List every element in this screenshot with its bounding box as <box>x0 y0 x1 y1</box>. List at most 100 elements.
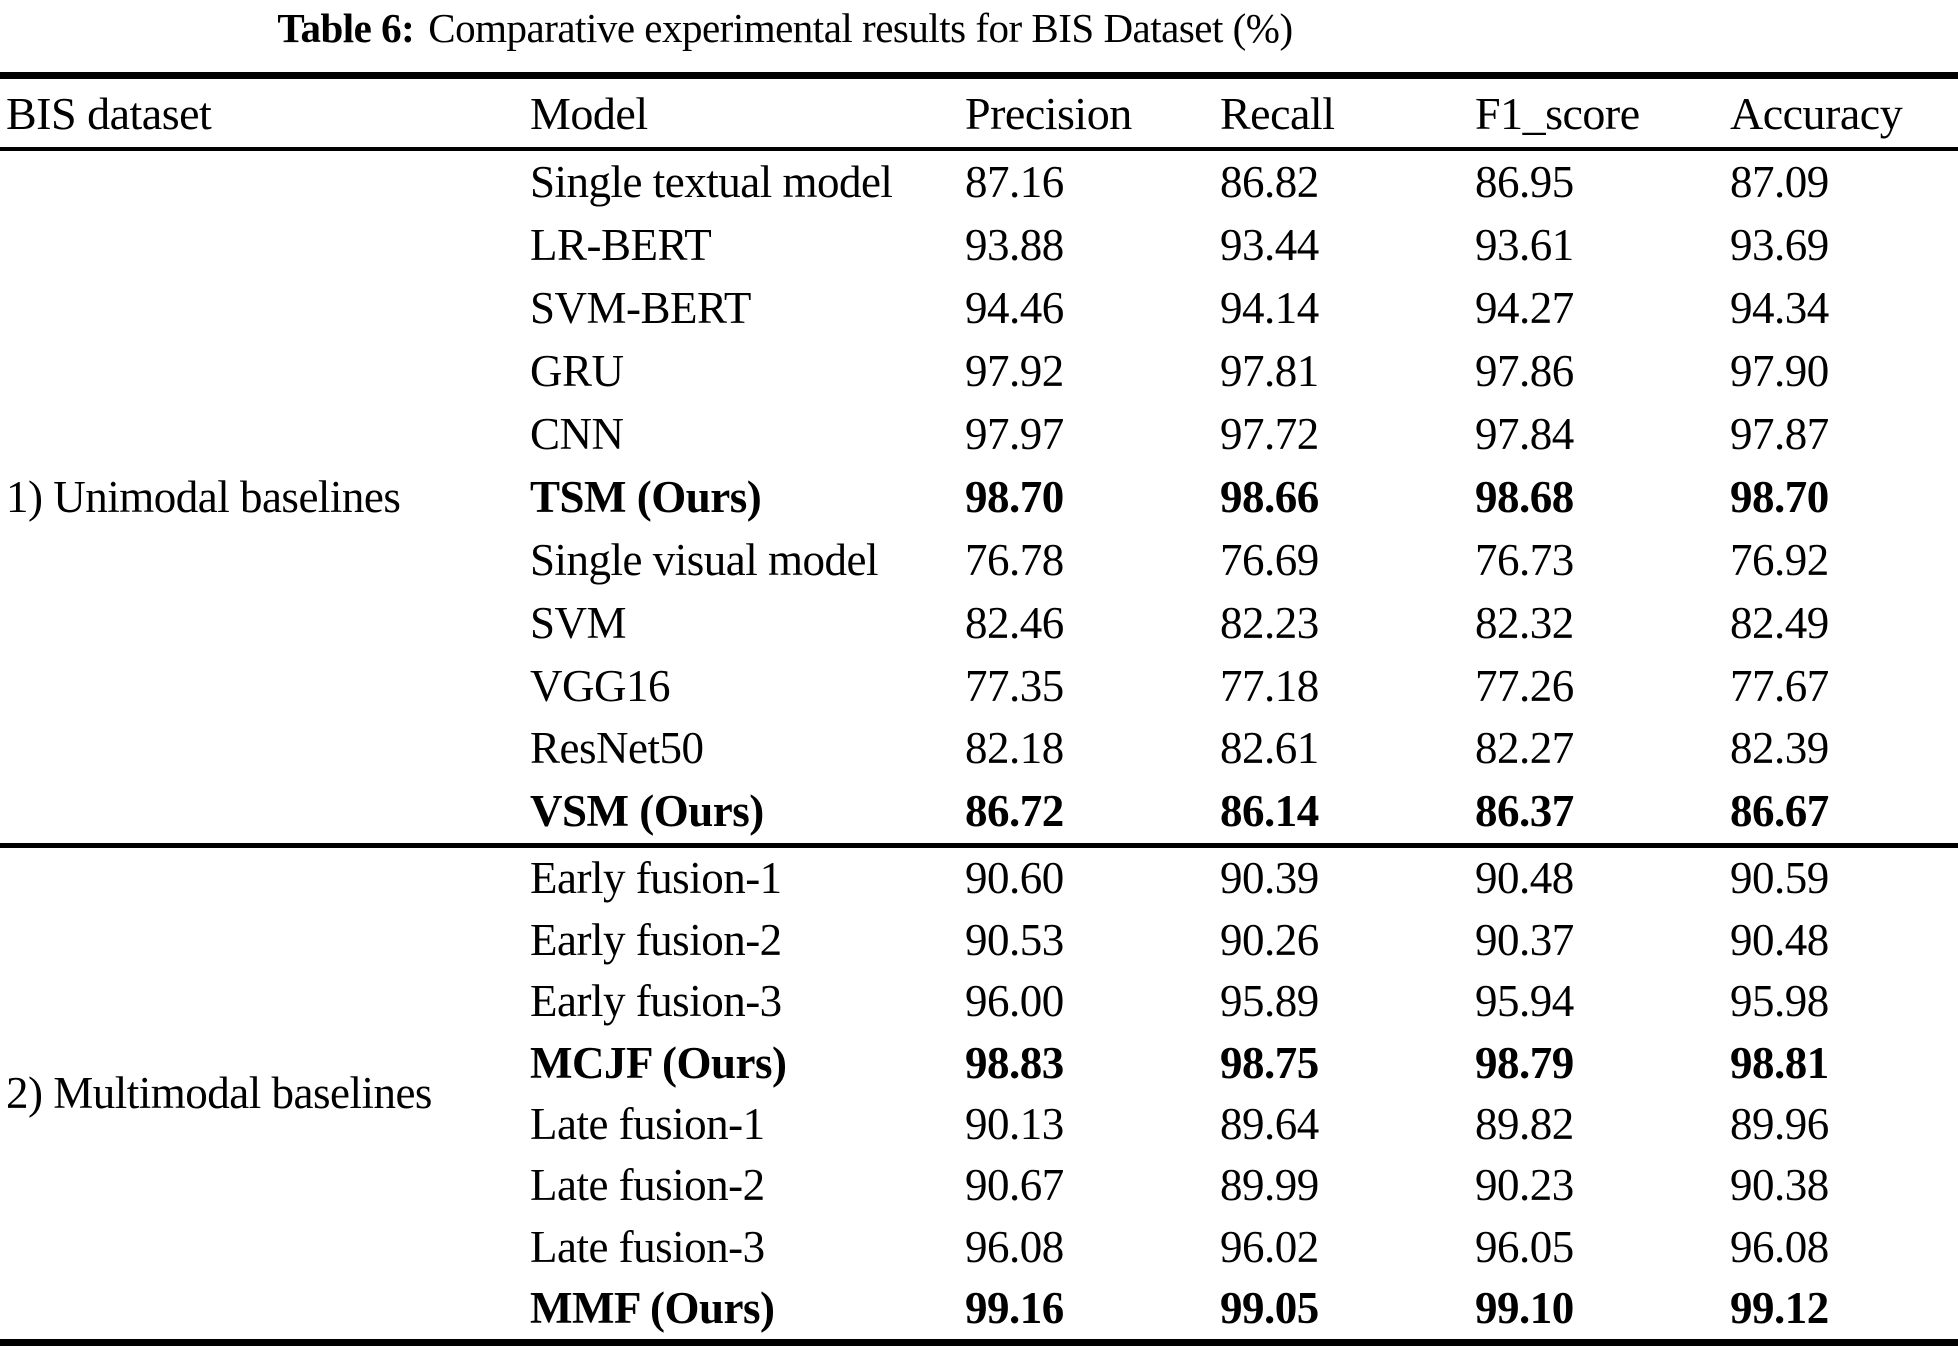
value-cell: 97.81 <box>1220 346 1319 397</box>
column-header-f1-score: F1_score <box>1475 87 1640 139</box>
value-cell: 99.12 <box>1730 1283 1829 1334</box>
value-cell: 82.61 <box>1220 723 1319 774</box>
value-cell: 96.00 <box>965 976 1064 1027</box>
table-row-lr-bert: LR-BERT 93.88 93.44 93.61 93.69 <box>530 214 1958 277</box>
column-header-precision: Precision <box>965 87 1132 139</box>
value-cell: 87.16 <box>965 157 1064 208</box>
value-cell: 94.34 <box>1730 283 1829 334</box>
value-cell: 95.89 <box>1220 976 1319 1027</box>
value-cell: 82.46 <box>965 597 1064 648</box>
value-cell: 90.59 <box>1730 853 1829 904</box>
value-cell: 97.84 <box>1475 409 1574 459</box>
table-row-svm-bert: SVM-BERT 94.46 94.14 94.27 94.34 <box>530 277 1958 340</box>
model-cell: CNN <box>530 409 624 459</box>
model-cell: MMF (Ours) <box>530 1283 775 1334</box>
model-cell: LR-BERT <box>530 220 712 271</box>
model-cell: Early fusion-2 <box>530 914 782 965</box>
value-cell: 82.39 <box>1730 723 1829 774</box>
model-cell: Early fusion-1 <box>530 853 782 904</box>
value-cell: 97.97 <box>965 409 1064 459</box>
table-top-rule <box>0 72 1958 79</box>
value-cell: 98.70 <box>965 471 1064 522</box>
table-row-vsm-ours: VSM (Ours) 86.72 86.14 86.37 86.67 <box>530 780 1958 843</box>
value-cell: 90.37 <box>1475 914 1574 965</box>
value-cell: 86.72 <box>965 786 1064 837</box>
value-cell: 96.08 <box>965 1221 1064 1272</box>
group-unimodal-baselines: 1) Unimodal baselines Single textual mod… <box>0 151 1958 843</box>
group-separator-rule <box>0 842 1958 848</box>
value-cell: 99.16 <box>965 1283 1064 1334</box>
table-row-late-fusion-1: Late fusion-1 90.13 89.64 89.82 89.96 <box>530 1093 1958 1154</box>
table-row-early-fusion-1: Early fusion-1 90.60 90.39 90.48 90.59 <box>530 848 1958 909</box>
group-rows: Single textual model 87.16 86.82 86.95 87.09… <box>530 151 1958 843</box>
value-cell: 76.69 <box>1220 534 1319 585</box>
value-cell: 98.68 <box>1475 471 1574 522</box>
table-bottom-rule <box>0 1338 1958 1346</box>
table-row-vgg16: VGG16 77.35 77.18 77.26 77.67 <box>530 654 1958 717</box>
column-header-accuracy: Accuracy <box>1730 87 1903 139</box>
value-cell: 90.48 <box>1730 914 1829 965</box>
table-row-single-textual-model: Single textual model 87.16 86.82 86.95 87.09 <box>530 151 1958 214</box>
value-cell: 90.39 <box>1220 853 1319 904</box>
value-cell: 82.32 <box>1475 597 1574 648</box>
value-cell: 89.64 <box>1220 1099 1319 1150</box>
model-cell: Late fusion-3 <box>530 1221 765 1272</box>
value-cell: 76.92 <box>1730 534 1829 585</box>
value-cell: 98.70 <box>1730 471 1829 522</box>
value-cell: 94.46 <box>965 283 1064 334</box>
header-bottom-rule <box>0 147 1958 151</box>
table-caption-text: Comparative experimental results for BIS… <box>428 5 1293 51</box>
value-cell: 99.05 <box>1220 1283 1319 1334</box>
value-cell: 76.73 <box>1475 534 1574 585</box>
model-cell: MCJF (Ours) <box>530 1037 787 1088</box>
value-cell: 77.18 <box>1220 660 1319 711</box>
model-cell: Late fusion-2 <box>530 1160 765 1211</box>
value-cell: 90.38 <box>1730 1160 1829 1211</box>
table-row-tsm-ours: TSM (Ours) 98.70 98.66 98.68 98.70 <box>530 465 1958 528</box>
value-cell: 86.95 <box>1475 157 1574 208</box>
model-cell: Single visual model <box>530 534 878 585</box>
value-cell: 95.94 <box>1475 976 1574 1027</box>
value-cell: 86.82 <box>1220 157 1319 208</box>
model-cell: Early fusion-3 <box>530 976 782 1027</box>
value-cell: 90.48 <box>1475 853 1574 904</box>
value-cell: 96.02 <box>1220 1221 1319 1272</box>
model-cell: TSM (Ours) <box>530 471 762 522</box>
table-row-resnet50: ResNet50 82.18 82.61 82.27 82.39 <box>530 717 1958 780</box>
value-cell: 90.60 <box>965 853 1064 904</box>
model-cell: SVM <box>530 597 627 648</box>
value-cell: 93.61 <box>1475 220 1574 271</box>
results-table: BIS dataset Model Precision Recall F1_score A… <box>0 72 1958 1346</box>
model-cell: GRU <box>530 346 624 397</box>
group-multimodal-baselines: 2) Multimodal baselines Early fusion-1 90… <box>0 848 1958 1339</box>
value-cell: 82.27 <box>1475 723 1574 774</box>
value-cell: 98.79 <box>1475 1037 1574 1088</box>
table-row-single-visual-model: Single visual model 76.78 76.69 76.73 76.92 <box>530 528 1958 591</box>
value-cell: 97.92 <box>965 346 1064 397</box>
column-header-recall: Recall <box>1220 87 1335 139</box>
value-cell: 94.27 <box>1475 283 1574 334</box>
table-caption: Table 6: Comparative experimental results… <box>0 4 1570 52</box>
value-cell: 97.87 <box>1730 409 1829 459</box>
value-cell: 87.09 <box>1730 157 1829 208</box>
value-cell: 96.05 <box>1475 1221 1574 1272</box>
model-cell: ResNet50 <box>530 723 704 774</box>
value-cell: 77.67 <box>1730 660 1829 711</box>
group-rows: Early fusion-1 90.60 90.39 90.48 90.59 Early … <box>530 848 1958 1339</box>
model-cell: Late fusion-1 <box>530 1099 765 1150</box>
value-cell: 93.44 <box>1220 220 1319 271</box>
table-row-early-fusion-2: Early fusion-2 90.53 90.26 90.37 90.48 <box>530 909 1958 970</box>
table-row-cnn: CNN 97.97 97.72 97.84 97.87 <box>530 403 1958 466</box>
value-cell: 76.78 <box>965 534 1064 585</box>
value-cell: 99.10 <box>1475 1283 1574 1334</box>
value-cell: 96.08 <box>1730 1221 1829 1272</box>
value-cell: 97.86 <box>1475 346 1574 397</box>
value-cell: 98.83 <box>965 1037 1064 1088</box>
model-cell: Single textual model <box>530 157 893 208</box>
value-cell: 90.13 <box>965 1099 1064 1150</box>
value-cell: 93.88 <box>965 220 1064 271</box>
value-cell: 86.67 <box>1730 786 1829 837</box>
model-cell: VGG16 <box>530 660 671 711</box>
value-cell: 98.75 <box>1220 1037 1319 1088</box>
